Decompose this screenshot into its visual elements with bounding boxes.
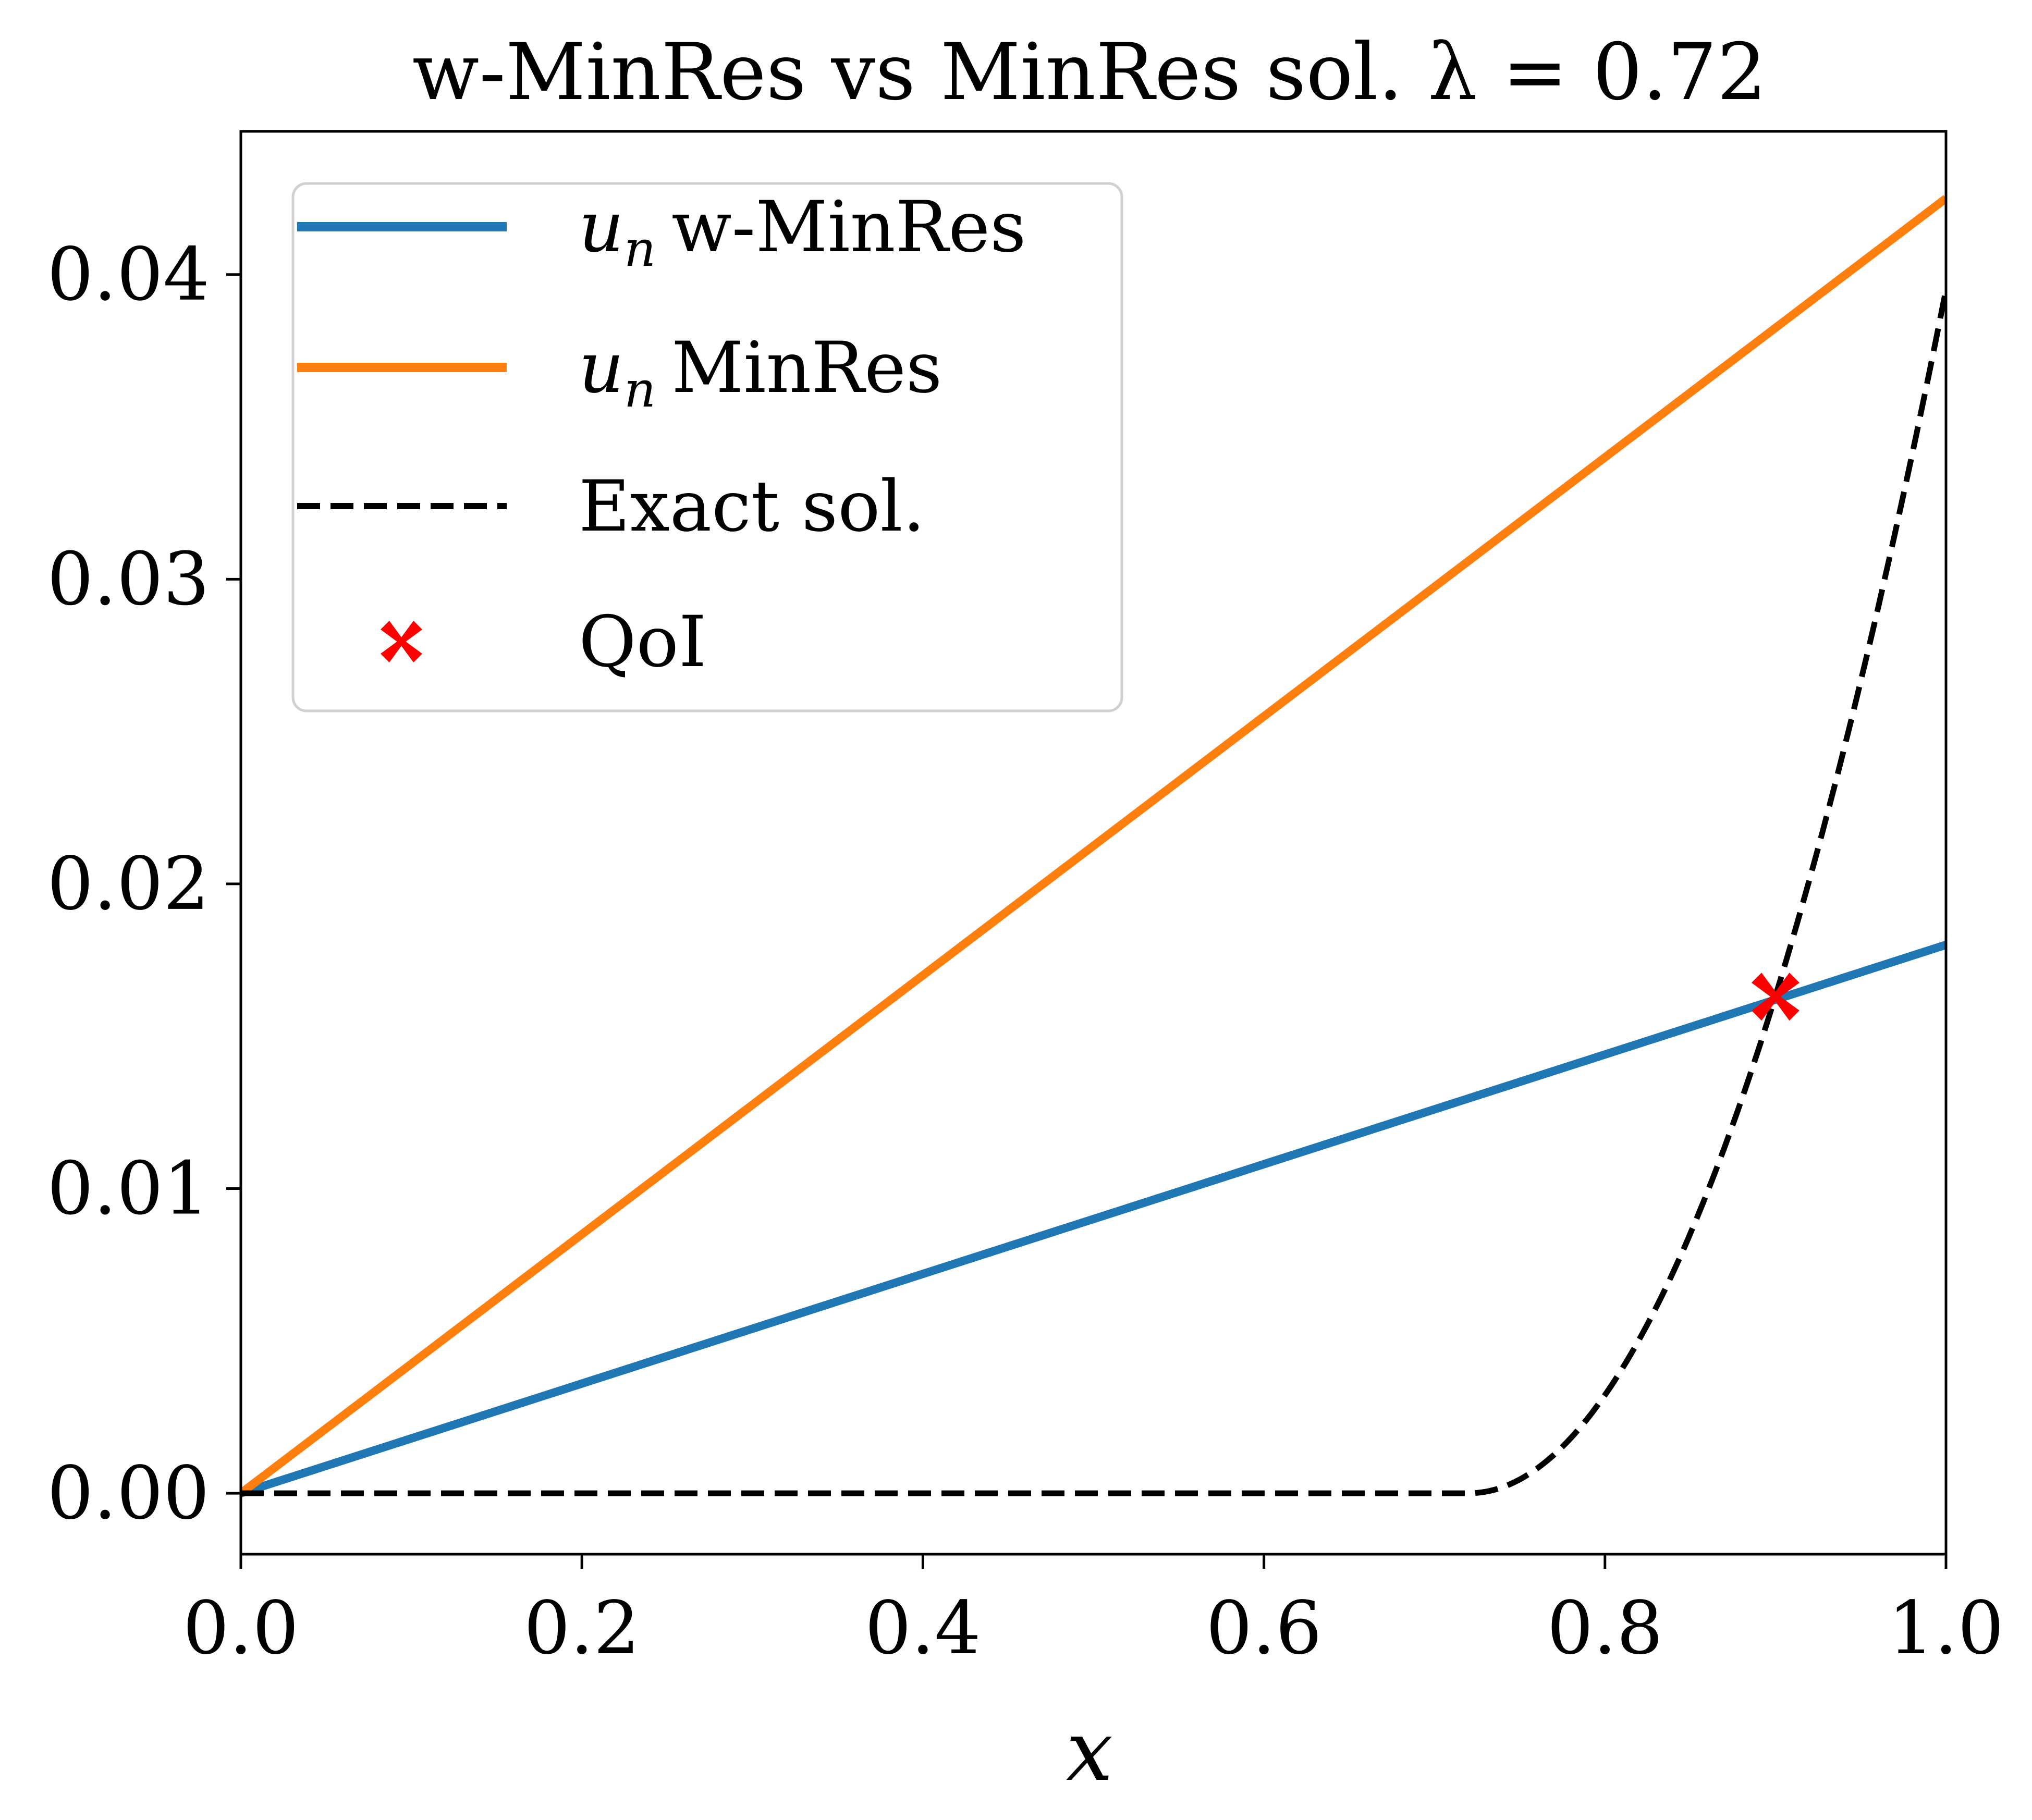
legend-item: QoI xyxy=(381,601,706,683)
x-tick-label: 0.4 xyxy=(865,1586,981,1671)
legend-item: un MinRes xyxy=(297,327,942,419)
x-axis: 0.0 0.2 0.4 0.6 0.8 1.0 xyxy=(183,1554,2004,1671)
x-axis-label: x xyxy=(1066,1702,1113,1800)
x-tick-label: 0.2 xyxy=(524,1586,640,1671)
legend-box xyxy=(291,182,1123,712)
x-tick-label: 0.0 xyxy=(183,1586,299,1671)
series-layer xyxy=(241,195,1946,1497)
y-tick-label: 0.02 xyxy=(47,842,210,927)
series-exact-solution-line xyxy=(241,289,1946,1496)
y-tick-label: 0.01 xyxy=(47,1147,210,1232)
legend: un w-MinRes un MinRes Exact sol. QoI xyxy=(291,182,1123,712)
plot-frame xyxy=(239,130,1948,1556)
qoi-marker xyxy=(1751,973,1800,1021)
marker-layer xyxy=(1751,973,1800,1021)
series-minres-line xyxy=(241,195,1946,1497)
y-tick-label: 0.03 xyxy=(47,537,210,622)
legend-label: QoI xyxy=(579,601,706,683)
legend-label: un w-MinRes xyxy=(579,186,1026,278)
legend-label: un MinRes xyxy=(579,327,942,419)
legend-swatch xyxy=(381,621,422,662)
x-tick-label: 0.8 xyxy=(1547,1586,1663,1671)
y-tick-label: 0.00 xyxy=(47,1451,210,1536)
legend-label: Exact sol. xyxy=(579,465,925,547)
x-tick-label: 0.6 xyxy=(1206,1586,1322,1671)
x-tick-label: 1.0 xyxy=(1888,1586,2004,1671)
legend-item: Exact sol. xyxy=(297,465,925,547)
y-tick-label: 0.04 xyxy=(47,232,210,317)
chart-title: w-MinRes vs MinRes sol. λ = 0.72 xyxy=(412,27,1767,118)
legend-item: un w-MinRes xyxy=(297,186,1026,278)
series-w-minres-line xyxy=(241,941,1946,1497)
y-axis: 0.00 0.01 0.02 0.03 0.04 xyxy=(47,232,241,1536)
